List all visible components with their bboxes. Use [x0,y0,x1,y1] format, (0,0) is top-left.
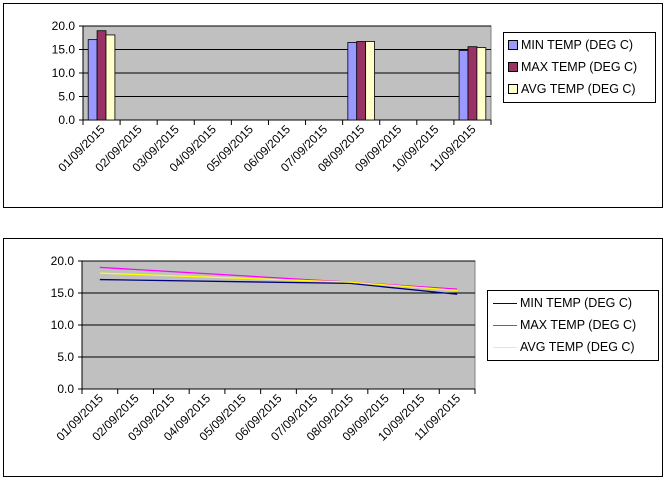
y-tick-label: 15.0 [51,286,75,300]
series-line [99,278,458,295]
y-tick-label: 20.0 [52,19,76,33]
y-tick-label: 5.0 [57,350,74,364]
line-legend: MIN TEMP (DEG C) MAX TEMP (DEG C) AVG TE… [487,290,659,361]
line-legend-item: MAX TEMP (DEG C) [488,314,658,336]
bar [365,41,375,121]
bar [87,39,98,121]
legend-label: MIN TEMP (DEG C) [521,38,634,52]
bar-legend: MIN TEMP (DEG C) MAX TEMP (DEG C) AVG TE… [503,32,656,103]
legend-line-avg [493,346,517,348]
bar-legend-item: MIN TEMP (DEG C) [504,34,655,56]
y-tick-label: 10.0 [52,66,76,80]
line-legend-item: AVG TEMP (DEG C) [488,336,658,358]
y-tick-label: 5.0 [58,90,75,104]
legend-label: MIN TEMP (DEG C) [520,296,633,310]
y-tick-label: 0.0 [58,113,75,127]
bar-legend-item: MAX TEMP (DEG C) [504,56,655,78]
legend-line-min [493,302,517,304]
legend-label: MAX TEMP (DEG C) [520,318,637,332]
legend-swatch-min [508,40,518,50]
bar-legend-item: AVG TEMP (DEG C) [504,78,655,100]
y-tick-label: 15.0 [52,43,76,57]
legend-swatch-avg [508,84,518,94]
bar [356,41,367,121]
bar [476,47,487,121]
series-line [99,272,458,292]
bar [96,30,107,121]
y-tick-label: 10.0 [51,318,75,332]
line-legend-item: MIN TEMP (DEG C) [488,292,658,314]
legend-label: MAX TEMP (DEG C) [521,60,638,74]
legend-swatch-max [508,62,518,72]
legend-label: AVG TEMP (DEG C) [521,82,636,96]
bar [347,42,358,121]
bar [467,46,478,121]
y-tick-label: 20.0 [51,254,75,268]
bar [458,50,469,121]
bar [105,34,116,121]
legend-label: AVG TEMP (DEG C) [520,340,635,354]
legend-line-max [493,324,517,326]
y-tick-label: 0.0 [57,382,74,396]
